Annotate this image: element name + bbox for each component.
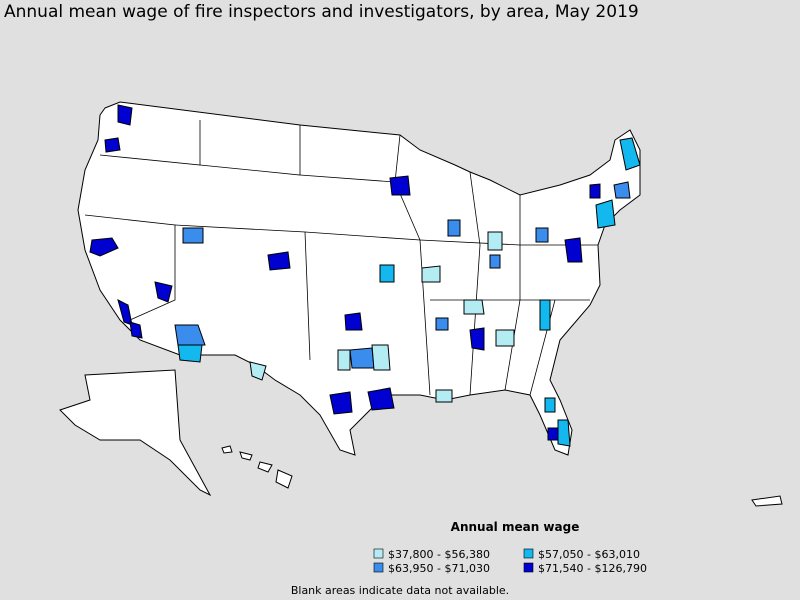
legend-label: $63,950 - $71,030 — [388, 562, 490, 575]
legend: Annual mean wage $37,800 - $56,380 $57,05… — [373, 520, 647, 575]
legend-swatch — [523, 562, 534, 573]
map-title: Annual mean wage of fire inspectors and … — [4, 2, 639, 22]
map — [59, 101, 783, 507]
legend-swatch — [373, 548, 384, 559]
legend-swatch — [373, 562, 384, 573]
continental-us — [77, 101, 641, 456]
wage-areas — [89, 104, 641, 447]
legend-label: $37,800 - $56,380 — [388, 548, 490, 561]
alaska — [59, 369, 212, 497]
legend-label: $71,540 - $126,790 — [538, 562, 647, 575]
puerto-rico — [751, 495, 783, 507]
legend-title: Annual mean wage — [451, 520, 580, 534]
legend-swatch — [523, 548, 534, 559]
note: Blank areas indicate data not available. — [291, 584, 509, 597]
legend-label: $57,050 - $63,010 — [538, 548, 640, 561]
hawaii — [221, 445, 293, 489]
